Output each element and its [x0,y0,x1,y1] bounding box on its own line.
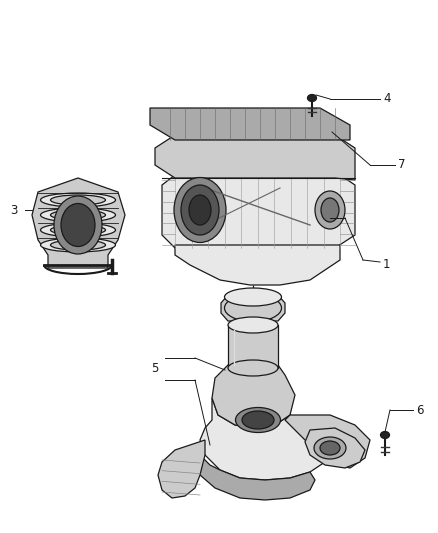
Ellipse shape [40,238,116,252]
Ellipse shape [50,240,106,250]
Polygon shape [150,108,350,140]
Ellipse shape [307,94,317,101]
Polygon shape [175,245,340,285]
Ellipse shape [320,441,340,455]
Ellipse shape [50,210,106,220]
Polygon shape [195,455,315,500]
Ellipse shape [228,360,278,376]
Polygon shape [285,415,370,468]
Ellipse shape [54,196,102,254]
Ellipse shape [242,411,274,429]
Polygon shape [158,440,205,498]
Ellipse shape [40,208,116,222]
Ellipse shape [381,432,389,439]
Ellipse shape [315,191,345,229]
Ellipse shape [174,177,226,243]
Ellipse shape [314,437,346,459]
Polygon shape [228,325,278,368]
Text: 6: 6 [416,403,424,416]
Text: 3: 3 [11,204,18,216]
Ellipse shape [225,295,282,321]
Polygon shape [305,428,365,468]
Polygon shape [32,178,125,268]
Ellipse shape [321,198,339,222]
Polygon shape [155,135,355,180]
Ellipse shape [40,193,116,207]
Ellipse shape [40,223,116,237]
Ellipse shape [236,408,280,432]
Polygon shape [162,175,355,248]
Text: 7: 7 [398,158,406,172]
Ellipse shape [61,204,95,246]
Ellipse shape [225,288,282,306]
Polygon shape [200,398,330,480]
Polygon shape [221,295,285,321]
Text: 4: 4 [383,93,391,106]
Text: 1: 1 [383,257,391,271]
Ellipse shape [189,195,211,225]
Ellipse shape [181,185,219,235]
Text: 5: 5 [151,362,158,376]
Polygon shape [212,365,295,428]
Ellipse shape [50,225,106,235]
Ellipse shape [50,195,106,205]
Ellipse shape [228,317,278,333]
